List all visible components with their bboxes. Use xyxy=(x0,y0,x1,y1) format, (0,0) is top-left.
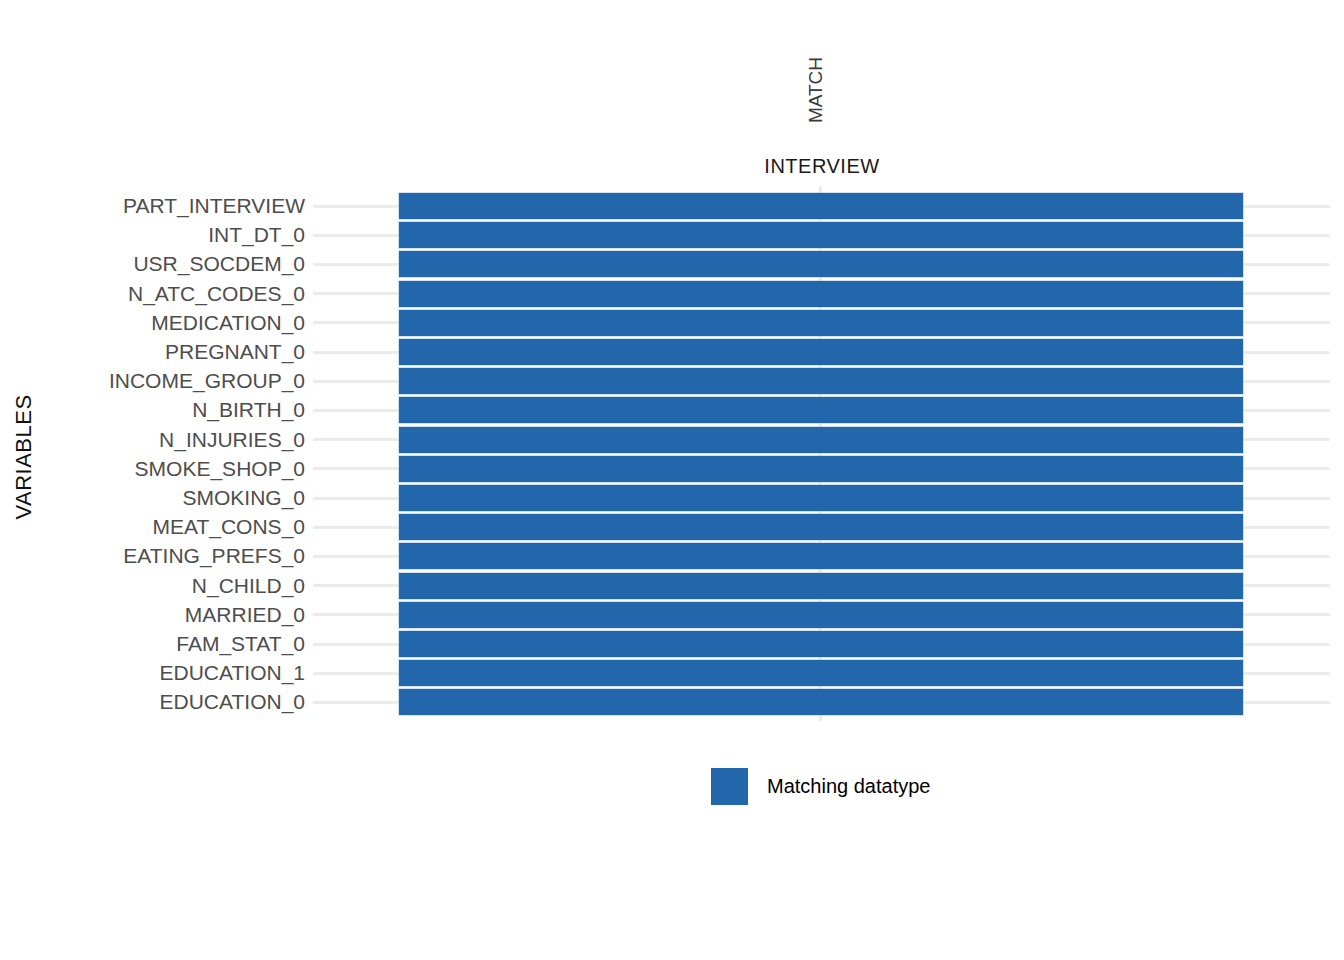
heatmap-cell xyxy=(399,602,1243,628)
heatmap-cell xyxy=(399,222,1243,248)
y-tick-label: MEDICATION_0 xyxy=(0,309,305,337)
y-tick-label: MEAT_CONS_0 xyxy=(0,513,305,541)
legend-label: Matching datatype xyxy=(767,775,930,798)
heatmap-cell xyxy=(399,485,1243,511)
y-tick-label: EATING_PREFS_0 xyxy=(0,542,305,570)
heatmap-cell xyxy=(399,368,1243,394)
y-tick-label: MARRIED_0 xyxy=(0,601,305,629)
heatmap-cell xyxy=(399,310,1243,336)
figure-heatmap-match: MATCH INTERVIEW VARIABLES PART_INTERVIEW… xyxy=(0,0,1344,960)
y-tick-label: USR_SOCDEM_0 xyxy=(0,250,305,278)
legend: Matching datatype xyxy=(711,768,930,805)
heatmap-cell xyxy=(399,456,1243,482)
heatmap-cell xyxy=(399,543,1243,569)
heatmap-cell xyxy=(399,281,1243,307)
y-tick-label: INCOME_GROUP_0 xyxy=(0,367,305,395)
y-tick-label: N_ATC_CODES_0 xyxy=(0,280,305,308)
heatmap-cell xyxy=(399,397,1243,423)
legend-swatch-matching-datatype xyxy=(711,768,748,805)
heatmap-cell xyxy=(399,514,1243,540)
heatmap-cell xyxy=(399,427,1243,453)
heatmap-cell xyxy=(399,660,1243,686)
heatmap-cell xyxy=(399,251,1243,277)
y-tick-label: INT_DT_0 xyxy=(0,221,305,249)
y-tick-label: N_CHILD_0 xyxy=(0,572,305,600)
y-tick-label: EDUCATION_0 xyxy=(0,688,305,716)
heatmap-cell xyxy=(399,193,1243,219)
plot-panel xyxy=(313,186,1330,721)
heatmap-cell xyxy=(399,689,1243,715)
heatmap-cell xyxy=(399,339,1243,365)
y-tick-label: FAM_STAT_0 xyxy=(0,630,305,658)
heatmap-cell xyxy=(399,573,1243,599)
x-tick-label-interview: INTERVIEW xyxy=(672,153,972,179)
y-tick-label: N_BIRTH_0 xyxy=(0,396,305,424)
y-tick-label: SMOKE_SHOP_0 xyxy=(0,455,305,483)
y-tick-label: N_INJURIES_0 xyxy=(0,426,305,454)
y-tick-label: PREGNANT_0 xyxy=(0,338,305,366)
y-tick-label: EDUCATION_1 xyxy=(0,659,305,687)
heatmap-cell xyxy=(399,631,1243,657)
y-tick-label: SMOKING_0 xyxy=(0,484,305,512)
y-tick-label: PART_INTERVIEW xyxy=(0,192,305,220)
x-axis-title-match: MATCH xyxy=(801,30,831,150)
